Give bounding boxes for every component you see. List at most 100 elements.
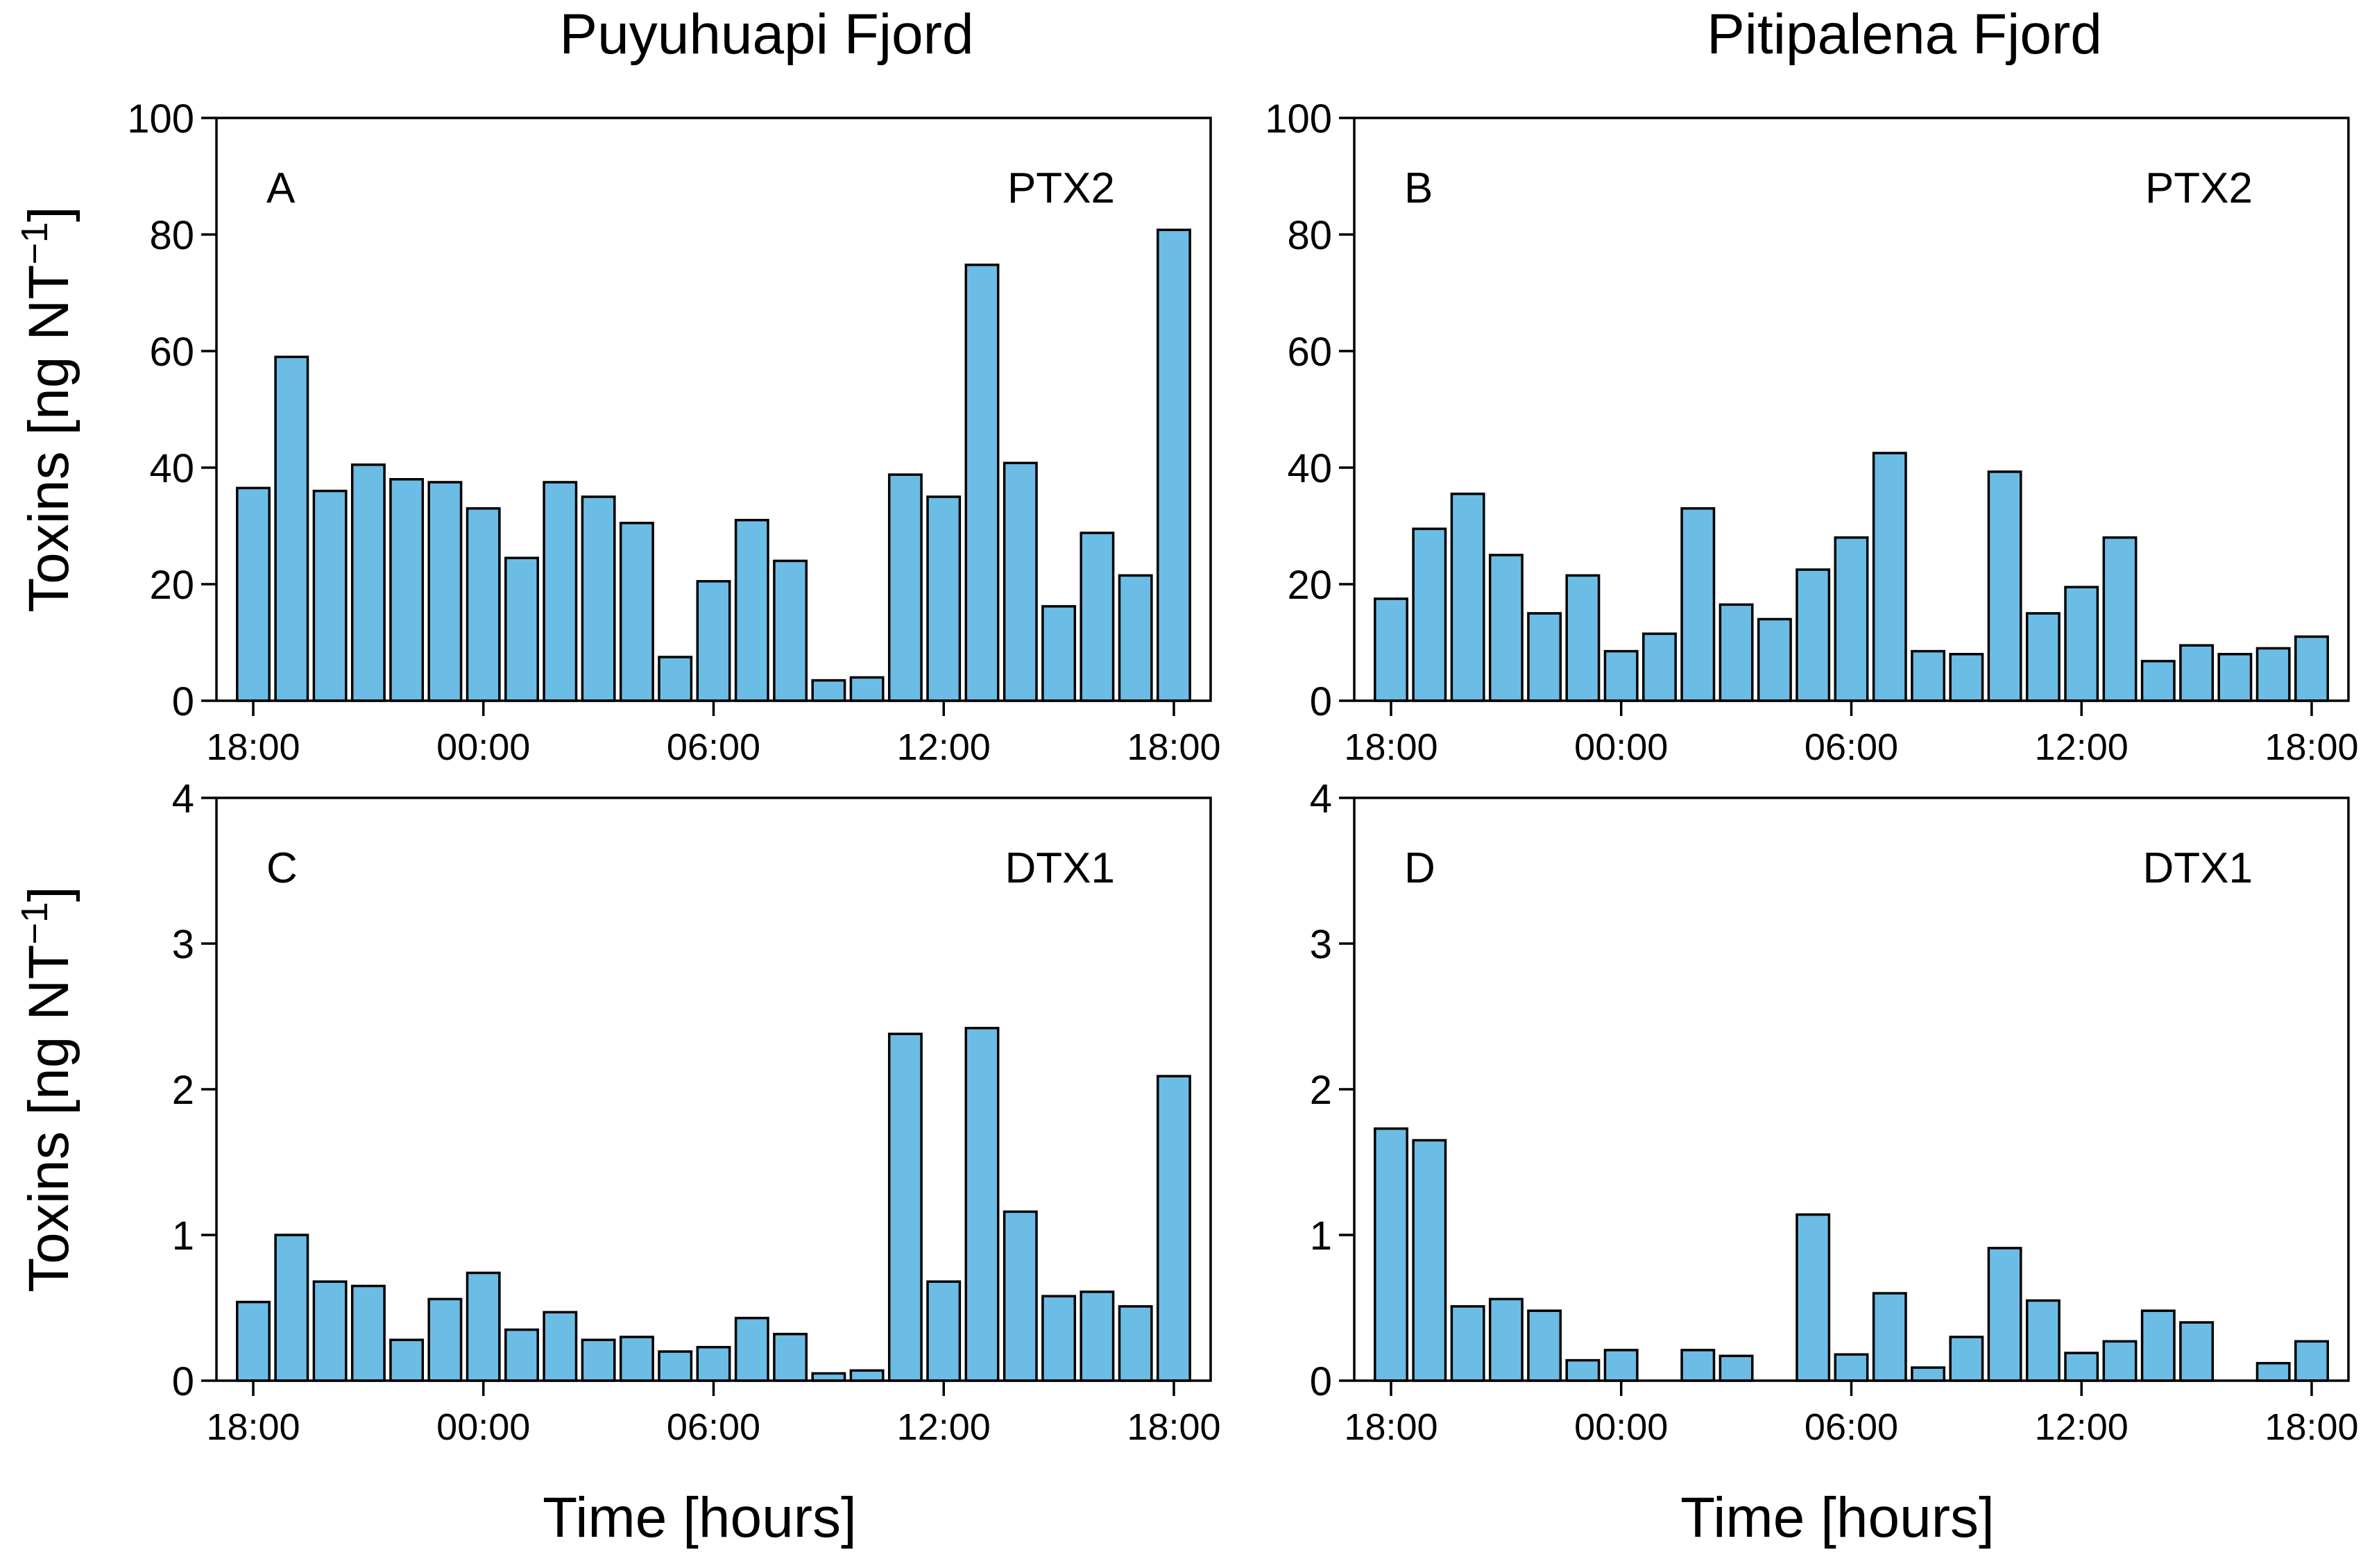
- bar-b-1: [1412, 527, 1447, 702]
- bar-c-9: [581, 1338, 616, 1382]
- toxin-label: PTX2: [2145, 164, 2253, 212]
- x-tick-label: 12:00: [897, 1406, 991, 1448]
- toxin-label: DTX1: [1005, 844, 1115, 892]
- y-tick-label: 20: [149, 563, 194, 608]
- x-tick-label: 18:00: [1127, 726, 1220, 768]
- bar-a-3: [350, 463, 386, 702]
- bar-a-8: [543, 481, 578, 702]
- bar-b-22: [2217, 653, 2253, 702]
- bar-a-21: [1041, 605, 1077, 702]
- y-tick-label: 4: [1310, 776, 1332, 821]
- bar-d-23: [2255, 1362, 2291, 1382]
- x-tick-label: 18:00: [206, 726, 300, 768]
- y-tick-label: 2: [1310, 1068, 1332, 1113]
- bar-b-19: [2102, 536, 2138, 702]
- x-tick-label: 18:00: [1127, 1406, 1220, 1448]
- x-tick-label: 06:00: [1805, 1406, 1898, 1448]
- y-tick-label: 0: [172, 679, 194, 724]
- bar-b-2: [1450, 493, 1485, 702]
- y-axis-label: Toxins [ng NT−1]: [14, 206, 80, 613]
- bar-b-18: [2064, 586, 2099, 702]
- toxin-label: PTX2: [1007, 164, 1115, 212]
- y-tick-label: 1: [1310, 1213, 1332, 1259]
- bar-a-16: [849, 676, 885, 702]
- x-tick-label: 12:00: [2035, 1406, 2129, 1448]
- bar-b-13: [1872, 452, 1907, 702]
- y-tick-label: 80: [149, 213, 194, 258]
- bar-d-3: [1488, 1297, 1524, 1382]
- y-axis-label-close: ]: [17, 206, 80, 222]
- y-axis-label-superscript: −1: [14, 902, 56, 945]
- y-tick-label: 40: [149, 446, 194, 491]
- y-tick-label: 20: [1287, 563, 1332, 608]
- bar-b-23: [2255, 647, 2291, 702]
- bar-a-6: [466, 507, 501, 702]
- bar-b-21: [2179, 644, 2215, 702]
- y-tick-label: 2: [172, 1068, 194, 1113]
- bar-c-12: [696, 1345, 731, 1382]
- bar-d-12: [1834, 1353, 1869, 1382]
- bar-c-18: [926, 1280, 962, 1382]
- bar-d-20: [2140, 1309, 2176, 1382]
- y-tick-label: 100: [127, 96, 194, 142]
- bar-c-16: [849, 1369, 885, 1382]
- bar-b-17: [2025, 612, 2061, 702]
- bar-c-10: [619, 1336, 654, 1382]
- y-tick-label: 0: [172, 1359, 194, 1404]
- bar-c-13: [734, 1316, 769, 1382]
- bar-c-6: [466, 1271, 501, 1382]
- bar-c-20: [1003, 1210, 1038, 1382]
- bar-b-9: [1718, 603, 1754, 702]
- bar-b-3: [1488, 554, 1524, 702]
- bar-a-9: [581, 495, 616, 702]
- x-tick-label: 00:00: [436, 1406, 530, 1448]
- bar-c-11: [658, 1350, 693, 1382]
- bar-b-4: [1527, 612, 1562, 702]
- y-axis-label: Toxins [ng NT−1]: [14, 886, 80, 1293]
- bar-b-20: [2140, 660, 2176, 702]
- bar-c-0: [236, 1300, 271, 1382]
- panel-letter: B: [1404, 164, 1433, 212]
- bar-a-23: [1118, 574, 1153, 702]
- x-tick-label: 00:00: [436, 726, 530, 768]
- bar-c-24: [1157, 1075, 1191, 1382]
- y-tick-label: 60: [1287, 330, 1332, 375]
- y-axis-label-main: Toxins [ng NT: [17, 265, 80, 613]
- x-tick-label: 06:00: [667, 726, 760, 768]
- bar-c-23: [1118, 1305, 1153, 1382]
- bar-d-4: [1527, 1309, 1562, 1382]
- bar-a-5: [427, 481, 463, 702]
- y-tick-label: 80: [1287, 213, 1332, 258]
- bar-a-24: [1157, 228, 1191, 702]
- bar-a-18: [926, 495, 962, 702]
- y-axis-label-main: Toxins [ng NT: [17, 945, 80, 1293]
- bar-d-16: [1987, 1247, 2022, 1382]
- panel-d: 0 1 2 3 4 18:00 00:00 06:00 12:00 18:00 D DTX1 Time …: [1310, 776, 2359, 1549]
- bar-c-19: [964, 1027, 1000, 1382]
- bar-b-15: [1949, 653, 1984, 702]
- column-title-pitipalena: Pitipalena Fjord: [1707, 3, 2102, 66]
- x-axis-label: Time [hours]: [1680, 1486, 1995, 1549]
- bar-c-7: [504, 1328, 539, 1382]
- bar-d-0: [1374, 1127, 1408, 1382]
- x-axis-label: Time [hours]: [543, 1486, 857, 1549]
- bar-c-8: [543, 1311, 578, 1382]
- y-tick-label: 1: [172, 1213, 194, 1259]
- bar-a-1: [274, 355, 309, 702]
- bar-d-9: [1718, 1354, 1754, 1382]
- y-axis-label-superscript: −1: [14, 222, 56, 265]
- x-tick-label: 18:00: [1344, 726, 1438, 768]
- bar-d-19: [2102, 1340, 2138, 1382]
- bar-b-16: [1987, 470, 2022, 702]
- bar-a-19: [964, 263, 1000, 702]
- bar-b-7: [1642, 632, 1677, 702]
- bar-a-0: [236, 486, 271, 702]
- bar-c-4: [389, 1338, 425, 1382]
- y-tick-label: 3: [1310, 922, 1332, 967]
- y-tick-label: 3: [172, 922, 194, 967]
- bar-a-4: [389, 478, 425, 702]
- x-tick-label: 12:00: [897, 726, 991, 768]
- bar-c-3: [350, 1284, 386, 1382]
- bar-a-10: [619, 522, 654, 702]
